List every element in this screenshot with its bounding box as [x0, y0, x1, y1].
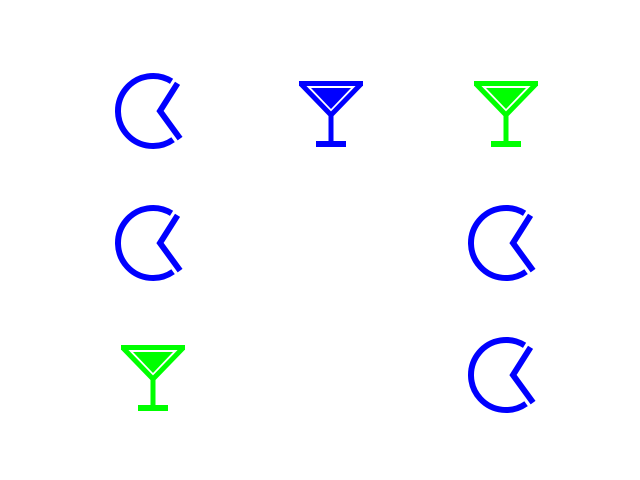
cell-0 [111, 69, 195, 153]
pie-chart-icon [111, 69, 195, 153]
cocktail-icon [289, 69, 373, 153]
cell-1 [289, 69, 373, 153]
cocktail-icon [464, 69, 548, 153]
cell-2 [464, 69, 548, 153]
cell-6 [111, 333, 195, 417]
cell-3 [111, 201, 195, 285]
cocktail-icon [111, 333, 195, 417]
pie-chart-icon [464, 333, 548, 417]
pie-chart-icon [111, 201, 195, 285]
cell-8 [464, 333, 548, 417]
pie-chart-icon [464, 201, 548, 285]
cell-5 [464, 201, 548, 285]
